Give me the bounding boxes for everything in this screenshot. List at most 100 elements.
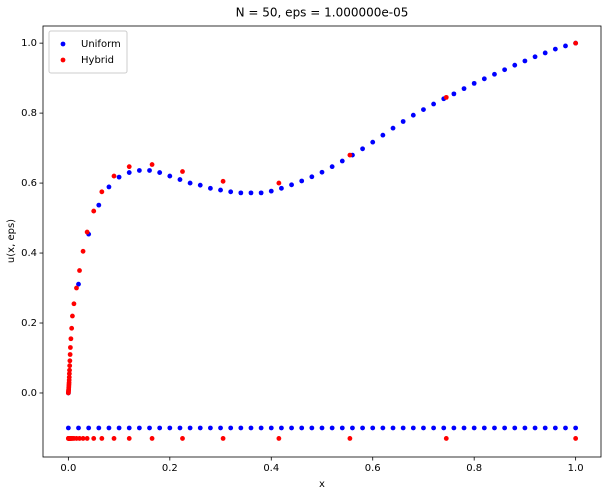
point — [157, 170, 163, 175]
point — [350, 425, 355, 431]
point — [177, 177, 183, 182]
point — [76, 425, 81, 431]
point — [522, 425, 528, 431]
legend-marker — [60, 41, 66, 47]
point — [228, 425, 234, 431]
point — [248, 190, 254, 196]
chart-title: N = 50, eps = 1.000000e-05 — [236, 6, 409, 20]
point — [563, 43, 568, 49]
point — [380, 425, 386, 431]
point — [492, 71, 497, 77]
point — [238, 425, 244, 431]
point — [177, 425, 183, 431]
y-tick-label: 0.2 — [21, 318, 37, 329]
point — [218, 425, 223, 431]
point — [573, 436, 579, 441]
point — [451, 425, 457, 431]
point — [149, 436, 155, 441]
point — [136, 168, 142, 173]
point — [157, 425, 163, 431]
point — [410, 112, 416, 118]
point — [70, 313, 75, 319]
point — [69, 325, 75, 331]
point — [220, 178, 226, 184]
point — [74, 285, 79, 291]
point — [443, 94, 449, 100]
point — [111, 436, 117, 441]
point — [96, 425, 102, 431]
point — [126, 164, 132, 170]
x-axis-label: x — [319, 479, 325, 490]
point — [187, 425, 193, 431]
point — [126, 170, 132, 175]
point — [319, 169, 325, 175]
point — [441, 425, 447, 431]
point — [410, 425, 416, 431]
point — [66, 371, 72, 377]
point — [400, 425, 406, 431]
y-tick-label: 1.0 — [21, 38, 37, 49]
point — [573, 40, 579, 46]
point — [279, 185, 284, 191]
point — [329, 425, 335, 431]
point — [218, 187, 223, 193]
point — [187, 180, 193, 186]
point — [84, 436, 90, 441]
point — [289, 425, 294, 431]
point — [309, 425, 315, 431]
point — [86, 425, 92, 431]
point — [147, 425, 152, 431]
legend-box — [48, 30, 128, 74]
point — [197, 182, 203, 188]
point — [106, 425, 112, 431]
point — [268, 188, 274, 194]
point — [99, 436, 105, 441]
point — [461, 86, 467, 92]
point — [542, 50, 548, 56]
point — [360, 146, 365, 152]
point — [421, 425, 426, 431]
point — [208, 185, 213, 191]
point — [197, 425, 203, 431]
point — [167, 425, 173, 431]
point — [276, 180, 282, 186]
point — [370, 139, 376, 145]
point — [126, 425, 132, 431]
point — [502, 425, 508, 431]
point — [258, 425, 264, 431]
point — [451, 91, 457, 97]
y-tick-label: 0.4 — [21, 248, 37, 259]
point — [91, 436, 97, 441]
point — [309, 174, 315, 180]
point — [512, 425, 518, 431]
point — [299, 178, 305, 184]
x-tick-label: 0.2 — [162, 463, 178, 474]
point — [248, 425, 254, 431]
point — [279, 425, 284, 431]
point — [492, 425, 497, 431]
point — [481, 425, 487, 431]
point — [91, 208, 97, 214]
point — [180, 436, 185, 441]
point — [77, 436, 82, 441]
point — [443, 436, 449, 441]
legend-label: Hybrid — [81, 55, 114, 66]
point — [319, 425, 325, 431]
point — [68, 336, 74, 342]
point — [77, 268, 82, 273]
point — [471, 425, 477, 431]
point — [76, 281, 81, 287]
point — [532, 425, 538, 431]
point — [339, 425, 345, 431]
point — [111, 173, 117, 179]
point — [390, 125, 396, 131]
point — [471, 80, 477, 86]
point — [347, 152, 353, 158]
y-tick-label: 0.0 — [21, 388, 37, 399]
y-tick-label: 0.8 — [21, 108, 37, 119]
point — [289, 182, 294, 188]
point — [532, 54, 538, 60]
y-tick-label: 0.6 — [21, 178, 37, 189]
point — [149, 162, 155, 167]
point — [80, 248, 86, 254]
